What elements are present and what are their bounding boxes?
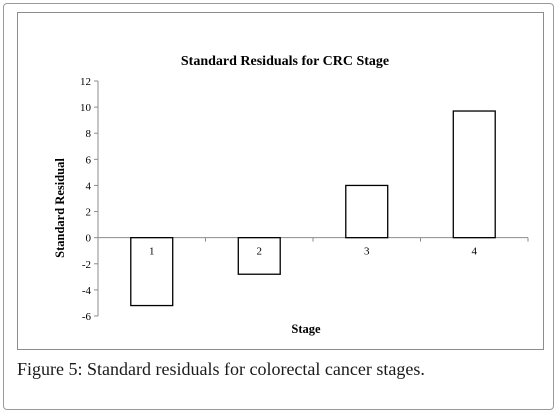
y-axis-label: Standard Residual (53, 158, 67, 258)
y-tick-label: 8 (86, 128, 92, 140)
bar-4 (452, 110, 496, 239)
y-tick-label: -2 (82, 259, 91, 271)
y-tick-label: 10 (80, 102, 92, 114)
figure-frame: Standard Residuals for CRC Stage Standar… (3, 3, 554, 410)
bar-1 (130, 237, 174, 307)
caption-text: Standard residuals for colorectal cancer… (82, 359, 425, 379)
bar-chart: Standard Residuals for CRC Stage Standar… (53, 54, 529, 336)
figure-caption: Figure 5: Standard residuals for colorec… (17, 359, 425, 380)
x-axis-label: Stage (291, 322, 321, 336)
y-tick-label: 0 (86, 233, 92, 245)
x-category-label: 2 (257, 246, 263, 258)
caption-label: Figure 5: (17, 359, 83, 379)
y-tick-label: -4 (82, 285, 92, 297)
x-category-label: 1 (149, 246, 155, 258)
chart-title: Standard Residuals for CRC Stage (181, 54, 389, 69)
x-category-label: 3 (364, 246, 370, 258)
y-tick-label: 6 (86, 154, 92, 166)
y-tick-label: 4 (86, 180, 92, 192)
x-category-label: 4 (472, 246, 478, 258)
chart-area: Standard Residuals for CRC Stage Standar… (17, 12, 544, 350)
y-tick-label: 12 (80, 76, 91, 88)
y-tick-label: 2 (86, 207, 92, 219)
bar-3 (345, 184, 389, 239)
bar-2 (237, 237, 281, 275)
y-tick-label: -6 (82, 311, 92, 323)
